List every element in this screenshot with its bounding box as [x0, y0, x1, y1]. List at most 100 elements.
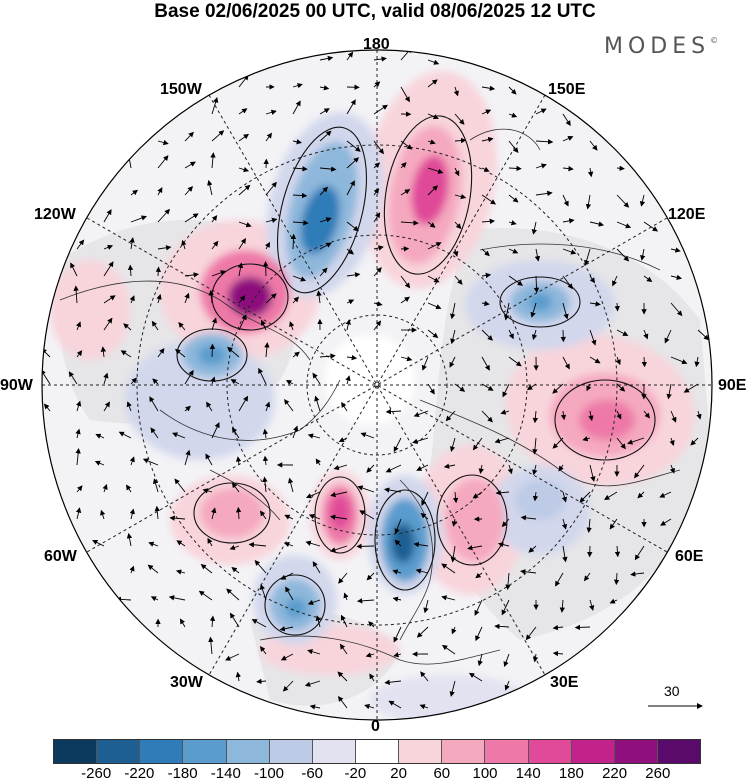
- wind-vector: [427, 185, 438, 196]
- wind-vector: [427, 302, 442, 310]
- wind-vector: [235, 506, 242, 520]
- page-title: Base 02/06/2025 00 UTC, valid 08/06/2025…: [154, 1, 596, 22]
- wind-vector: [502, 383, 510, 398]
- wind-vector: [481, 85, 496, 91]
- wind-vector: [265, 181, 277, 196]
- wind-vector: [373, 56, 387, 62]
- wind-vector: [508, 356, 522, 367]
- wind-vector: [184, 369, 194, 385]
- wind-vector: [373, 320, 382, 331]
- wind-vector: [346, 99, 356, 115]
- wind-vector: [449, 356, 456, 368]
- wind-vector: [289, 321, 295, 331]
- wind-vector: [130, 377, 138, 385]
- wind-vector: [450, 302, 456, 320]
- wind-vector: [284, 398, 294, 412]
- wind-vector: [467, 545, 483, 551]
- wind-vector: [103, 244, 114, 250]
- wind-vector: [670, 247, 681, 253]
- wind-vector: [148, 541, 159, 547]
- wind-vector: [340, 614, 348, 628]
- wind-vector: [508, 194, 519, 203]
- colorbar-tick-label: -60: [301, 765, 324, 782]
- wind-vector: [562, 136, 574, 142]
- wind-vector: [451, 626, 457, 635]
- colorbar-swatch: [54, 740, 98, 763]
- wind-vector: [613, 572, 620, 586]
- wind-vector: [279, 626, 294, 632]
- wind-vector: [307, 649, 321, 655]
- wind-vector: [497, 542, 510, 548]
- wind-vector: [421, 491, 429, 507]
- colorbar-tick-label: -220: [124, 765, 155, 782]
- wind-vector: [532, 410, 539, 424]
- wind-vector: [154, 505, 160, 520]
- wind-vector: [211, 317, 217, 331]
- anomaly-negative-broad: [125, 340, 275, 460]
- wind-vector: [393, 652, 402, 658]
- wind-vector: [481, 248, 490, 257]
- wind-vector: [475, 626, 483, 642]
- label-90e: 90E: [718, 377, 747, 394]
- wind-vector: [227, 346, 240, 358]
- wind-vector: [562, 356, 570, 370]
- wind-vector: [441, 595, 456, 601]
- wind-vector: [285, 379, 294, 385]
- colorbar-swatch: [269, 740, 313, 763]
- wind-vector: [95, 433, 105, 439]
- wind-vector: [630, 571, 645, 577]
- wind-vector: [346, 299, 355, 305]
- wind-vector: [454, 221, 462, 230]
- wind-vector: [312, 372, 321, 385]
- wind-vector: [627, 437, 645, 445]
- wind-vector: [251, 619, 267, 628]
- colorbar-tick-label: 60: [433, 765, 451, 782]
- colorbar-tick-label: -180: [167, 765, 198, 782]
- colorbar-tick-label: -260: [81, 765, 112, 782]
- wind-vector: [412, 437, 429, 444]
- wind-vector: [420, 512, 429, 520]
- wind-vector: [427, 79, 438, 88]
- wind-vector: [400, 189, 411, 196]
- wind-vector: [643, 221, 659, 232]
- wind-vector: [634, 545, 645, 561]
- wind-vector: [238, 395, 249, 412]
- wind-vector: [561, 518, 568, 530]
- wind-vector: [169, 515, 186, 521]
- wind-vector: [292, 275, 307, 282]
- wind-vector: [472, 437, 483, 451]
- wind-vector: [423, 599, 429, 614]
- wind-vector: [670, 274, 683, 280]
- wind-vector: [292, 139, 302, 145]
- wind-vector: [400, 220, 419, 226]
- wind-vector: [373, 267, 382, 277]
- wind-vector: [284, 514, 294, 520]
- wind-vector: [454, 137, 467, 144]
- wind-vector: [76, 350, 83, 358]
- label-150e: 150E: [548, 81, 586, 98]
- anomaly-positive: [200, 488, 264, 538]
- wind-vector: [494, 437, 510, 444]
- wind-vector: [178, 322, 186, 331]
- wind-vector: [73, 285, 79, 304]
- wind-vector: [392, 596, 402, 602]
- wind-vector: [319, 267, 328, 277]
- wind-vector: [454, 193, 467, 200]
- wind-vector: [292, 83, 303, 89]
- wind-vector: [75, 507, 82, 520]
- label-60w: 60W: [44, 548, 77, 565]
- wind-vector: [282, 680, 294, 692]
- wind-vector: [315, 458, 321, 466]
- colorbar-tick-label: 260: [645, 765, 671, 782]
- wind-vector: [356, 598, 375, 604]
- wind-vector: [373, 104, 388, 115]
- wind-vector: [343, 592, 349, 601]
- anomaly-positive-core: [330, 495, 350, 529]
- wind-vector: [451, 518, 458, 527]
- wind-vector: [574, 624, 591, 631]
- wind-vector: [262, 428, 269, 439]
- wind-vector: [319, 130, 332, 142]
- wind-vector: [562, 545, 568, 563]
- wind-vector: [179, 618, 186, 628]
- wind-vector: [609, 598, 618, 604]
